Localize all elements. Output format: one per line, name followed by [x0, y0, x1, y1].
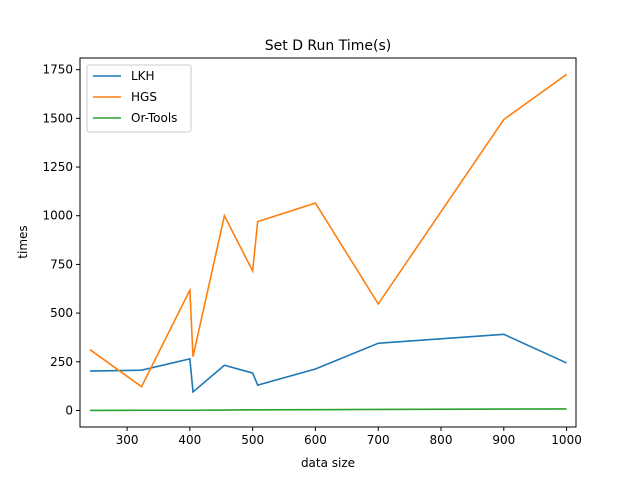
series-line-or-tools — [90, 408, 567, 412]
series-line-lkh — [90, 333, 567, 394]
x-tick-label: 900 — [492, 433, 515, 447]
x-tick-label: 800 — [430, 433, 453, 447]
y-tick-label: 250 — [50, 355, 73, 369]
y-tick-label: 500 — [50, 306, 73, 320]
series-line-hgs — [89, 73, 568, 388]
y-tick-label: 1000 — [42, 209, 73, 223]
y-tick-label: 1750 — [42, 63, 73, 77]
x-tick-label: 300 — [116, 433, 139, 447]
y-tick-label: 1250 — [42, 160, 73, 174]
chart-title: Set D Run Time(s) — [265, 38, 391, 54]
y-axis-label: times — [16, 225, 30, 258]
legend-label: HGS — [131, 90, 157, 104]
series-layer — [89, 73, 568, 412]
legend-label: Or-Tools — [131, 111, 177, 125]
y-axis: 0 250 500 750 1000 1250 1500 1750 — [42, 63, 80, 417]
legend: LKH HGS Or-Tools — [86, 64, 192, 133]
y-tick-label: 0 — [65, 403, 73, 417]
x-tick-label: 500 — [241, 433, 264, 447]
x-tick-label: 1000 — [551, 433, 582, 447]
x-tick-label: 600 — [304, 433, 327, 447]
legend-label: LKH — [131, 69, 155, 83]
y-tick-label: 1500 — [42, 111, 73, 125]
x-tick-label: 400 — [178, 433, 201, 447]
legend-box — [86, 64, 192, 133]
x-axis: 300 400 500 600 700 800 900 1000 — [116, 427, 582, 447]
y-tick-label: 750 — [50, 257, 73, 271]
plot-frame — [79, 57, 577, 428]
x-tick-label: 700 — [367, 433, 390, 447]
x-axis-label: data size — [301, 456, 355, 470]
